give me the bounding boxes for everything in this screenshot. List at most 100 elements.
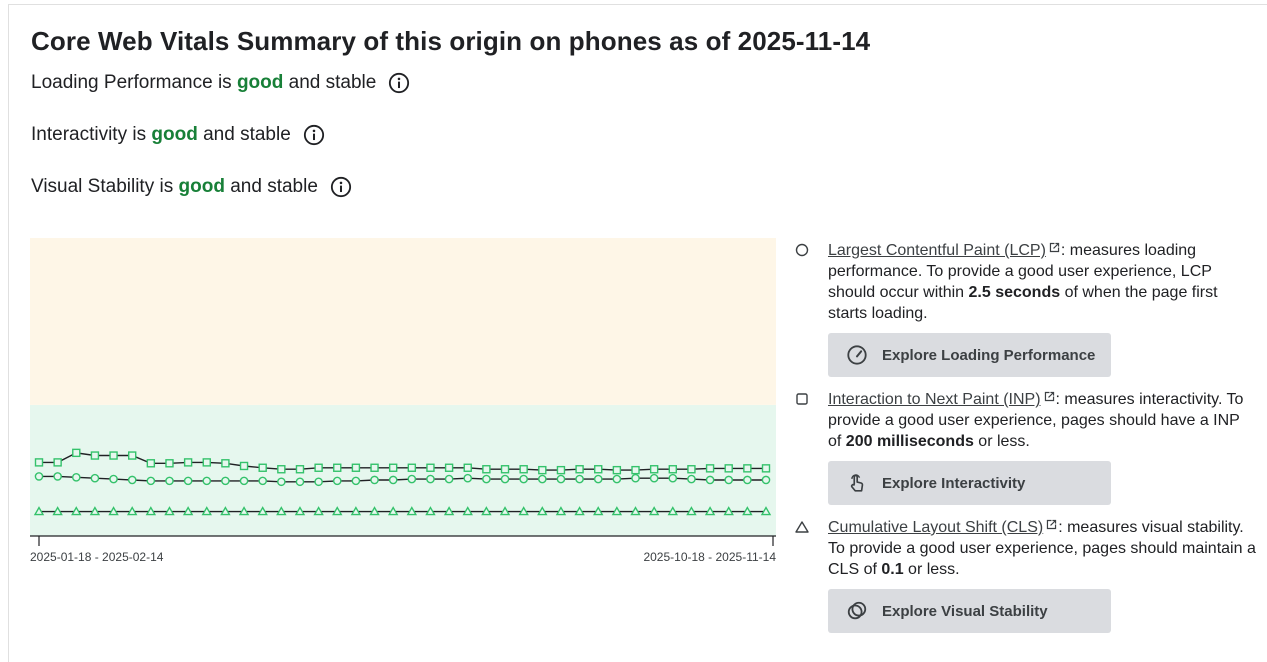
legend-desc: : measures loading performance. To provi… [828, 242, 1212, 301]
triangle-point [294, 506, 306, 516]
triangle-point [89, 506, 101, 516]
status-prefix: Interactivity is [31, 124, 152, 145]
triangle-point [257, 506, 268, 516]
status-prefix: Visual Stability is [31, 176, 179, 197]
legend-desc-end: or less. [903, 561, 960, 578]
explore-visual-stability-button[interactable]: Explore Visual Stability [828, 589, 1111, 633]
circle-point [426, 474, 435, 484]
circle-point [743, 475, 752, 485]
overlapping-circles-icon [847, 601, 867, 620]
legend-text: Cumulative Layout Shift (CLS): measures … [828, 517, 1256, 580]
square-point [295, 465, 305, 474]
circle-point [351, 476, 361, 486]
circle-point [146, 476, 156, 486]
square-point [109, 451, 118, 460]
square-point [183, 458, 193, 467]
status-suffix: and stable [283, 72, 377, 93]
inp-link[interactable]: Interaction to Next Paint (INP) [828, 391, 1041, 408]
page-title: Core Web Vitals Summary of this origin o… [31, 26, 871, 56]
circle-point [71, 472, 81, 482]
triangle-point [648, 506, 660, 516]
triangle-point [71, 506, 82, 516]
circle-point [687, 474, 696, 484]
square-point [594, 465, 603, 474]
triangle-point [126, 506, 138, 516]
square-point [444, 463, 454, 472]
status-rating: good [236, 72, 284, 93]
circle-point [388, 475, 398, 485]
triangle-point [686, 506, 697, 516]
triangle-point [108, 506, 119, 516]
info-icon[interactable] [330, 176, 352, 198]
cls-link[interactable]: Cumulative Layout Shift (CLS) [828, 519, 1044, 536]
external-link-icon [1049, 242, 1060, 253]
square-point [258, 463, 267, 472]
square-marker-icon [796, 393, 808, 405]
explore-interactivity-button[interactable]: Explore Interactivity [828, 461, 1111, 505]
square-point [333, 463, 342, 472]
square-point [482, 465, 491, 474]
triangle-point [742, 506, 753, 516]
circle-point [668, 473, 678, 483]
circle-point [649, 473, 659, 483]
square-point [388, 463, 398, 472]
circle-series-line [39, 475, 766, 483]
square-point [556, 465, 566, 475]
square-point [668, 465, 677, 474]
square-point [277, 465, 286, 474]
circle-point [482, 474, 491, 484]
legend-desc: : measures interactivity. To provide a g… [828, 391, 1244, 450]
triangle-point [201, 506, 212, 516]
circle-point [90, 473, 100, 483]
square-point [631, 465, 640, 475]
square-point [128, 451, 137, 460]
triangle-point [667, 506, 679, 516]
x-tick-label: 2025-10-18 - 2025-11-14 [643, 550, 776, 564]
status-loading: Loading Performance is good and stable [31, 72, 410, 94]
triangle-point [406, 506, 418, 516]
triangle-point [33, 506, 45, 516]
triangle-point [462, 506, 473, 516]
legend-text: Interaction to Next Paint (INP): measure… [828, 389, 1256, 452]
explore-loading-performance-button[interactable]: Explore Loading Performance [828, 333, 1111, 377]
info-icon[interactable] [303, 124, 325, 146]
circle-point [370, 475, 379, 485]
circle-point [109, 474, 118, 484]
circle-point [295, 477, 305, 487]
circle-point [761, 475, 771, 485]
square-point [34, 458, 44, 467]
circle-point [724, 475, 734, 485]
legend-desc-end: of when the page first starts loading. [828, 284, 1218, 322]
circle-point [258, 476, 267, 486]
triangle-point [723, 506, 734, 516]
circle-point [127, 475, 137, 485]
square-point [426, 463, 435, 472]
square-point [221, 459, 230, 468]
circle-point [705, 475, 715, 485]
square-point [239, 461, 249, 471]
circle-point [575, 474, 584, 484]
square-point [761, 464, 771, 473]
triangle-point [276, 506, 287, 516]
info-icon[interactable] [388, 72, 410, 94]
circle-marker-icon [795, 243, 809, 257]
square-point [53, 458, 62, 467]
status-suffix: and stable [197, 124, 291, 145]
triangle-point [313, 506, 324, 516]
triangle-point [555, 506, 567, 516]
circle-point [34, 472, 44, 481]
circle-point [593, 474, 603, 484]
circle-point [221, 476, 230, 486]
triangle-point [537, 506, 548, 516]
lcp-link[interactable]: Largest Contentful Paint (LCP) [828, 242, 1046, 259]
circle-point [500, 474, 510, 484]
triangle-point [220, 506, 231, 516]
triangle-point [52, 506, 63, 516]
square-point [743, 464, 752, 473]
square-point [519, 465, 528, 474]
square-point [687, 465, 696, 474]
triangle-point [443, 506, 455, 516]
square-point [463, 463, 472, 472]
triangle-point [611, 506, 623, 516]
triangle-point [425, 506, 436, 516]
